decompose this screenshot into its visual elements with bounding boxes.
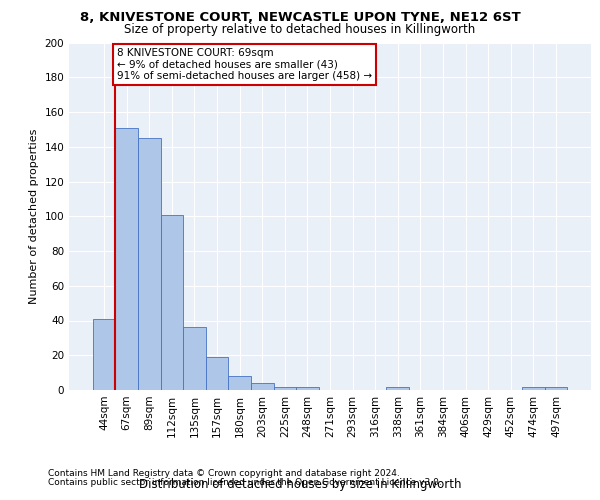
Bar xyxy=(206,357,229,390)
Text: Distribution of detached houses by size in Killingworth: Distribution of detached houses by size … xyxy=(139,478,461,491)
Text: Size of property relative to detached houses in Killingworth: Size of property relative to detached ho… xyxy=(124,22,476,36)
Bar xyxy=(183,328,206,390)
Bar xyxy=(386,386,409,390)
Bar xyxy=(161,214,183,390)
Text: Contains HM Land Registry data © Crown copyright and database right 2024.: Contains HM Land Registry data © Crown c… xyxy=(48,469,400,478)
Bar xyxy=(274,386,296,390)
Bar xyxy=(522,386,545,390)
Bar xyxy=(115,128,138,390)
Bar xyxy=(296,386,319,390)
Bar xyxy=(93,319,115,390)
Bar xyxy=(545,386,567,390)
Y-axis label: Number of detached properties: Number of detached properties xyxy=(29,128,39,304)
Bar xyxy=(138,138,161,390)
Text: Contains public sector information licensed under the Open Government Licence v3: Contains public sector information licen… xyxy=(48,478,442,487)
Bar xyxy=(251,383,274,390)
Bar xyxy=(229,376,251,390)
Text: 8 KNIVESTONE COURT: 69sqm
← 9% of detached houses are smaller (43)
91% of semi-d: 8 KNIVESTONE COURT: 69sqm ← 9% of detach… xyxy=(117,48,372,81)
Text: 8, KNIVESTONE COURT, NEWCASTLE UPON TYNE, NE12 6ST: 8, KNIVESTONE COURT, NEWCASTLE UPON TYNE… xyxy=(80,11,520,24)
